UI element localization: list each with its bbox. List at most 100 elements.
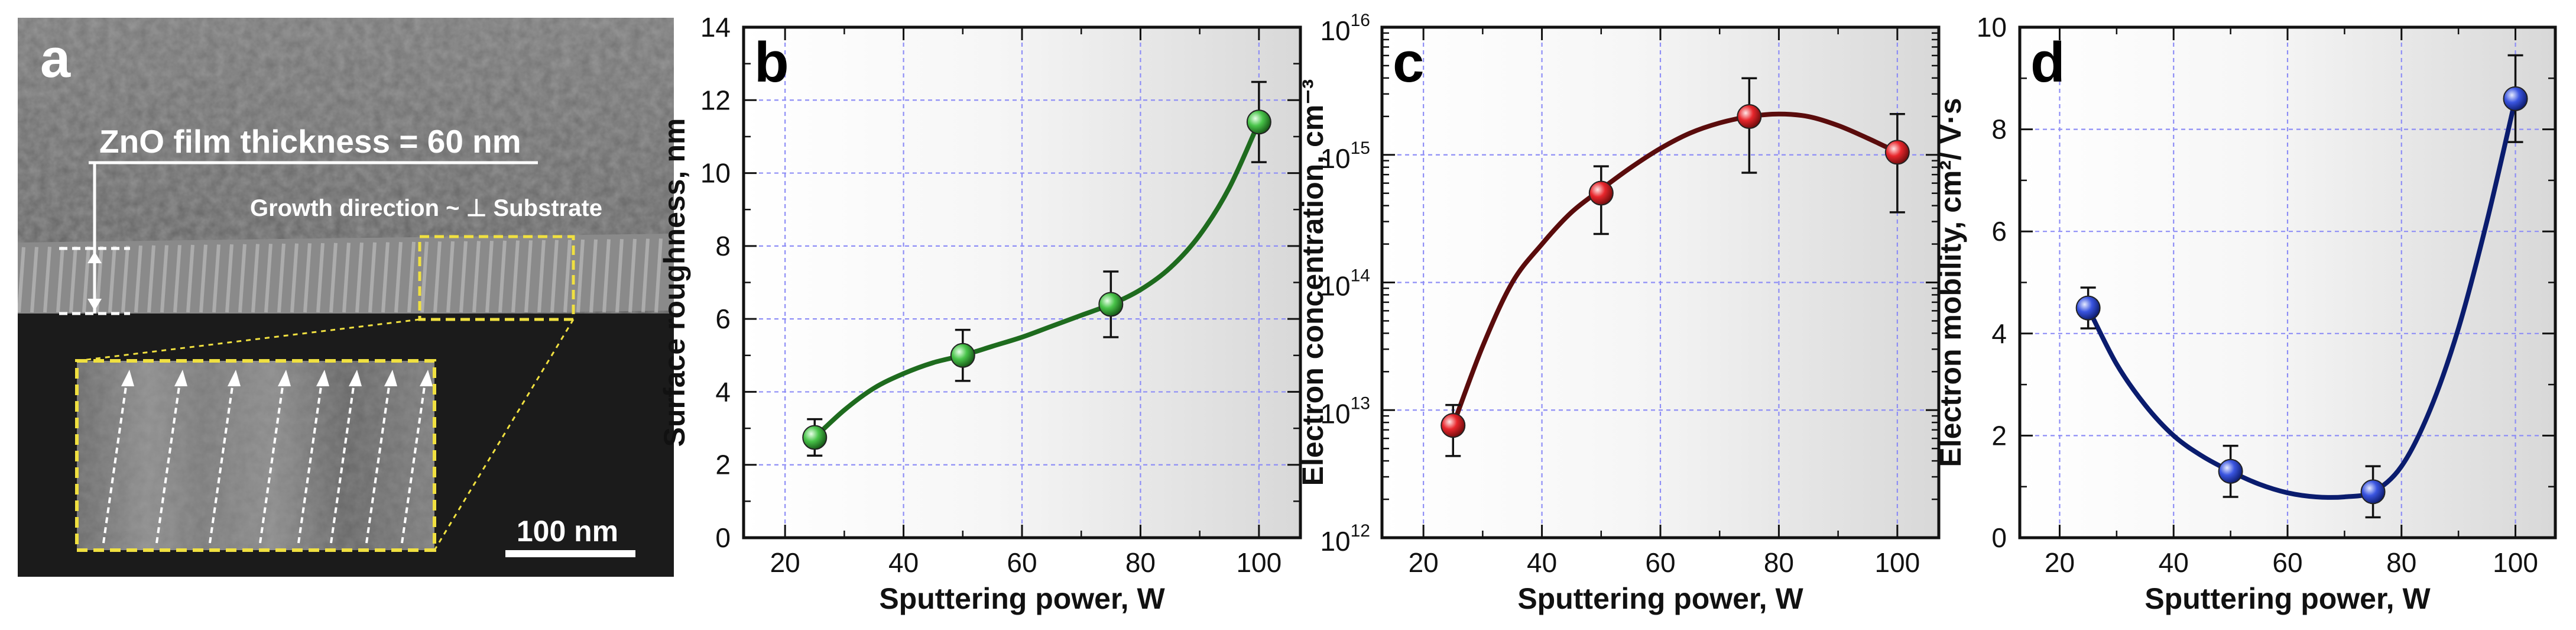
sem-column (186, 244, 194, 313)
sem-column (511, 240, 520, 313)
fit-curve (2086, 98, 2518, 500)
sem-column (160, 245, 168, 313)
sem-column (368, 242, 377, 313)
data-point (802, 425, 828, 450)
sem-column (472, 241, 481, 313)
data-point (2218, 458, 2243, 484)
sem-column (498, 240, 507, 313)
inset-arrow-head (316, 370, 329, 386)
panel-letter-b: b (754, 31, 789, 94)
sem-column (277, 243, 285, 313)
inset-arrow-line (330, 378, 356, 544)
tick-label-exponent: 15 (1351, 138, 1370, 158)
tick-label-exponent: 13 (1351, 393, 1370, 413)
fit-curve (1451, 111, 1899, 427)
inset-arrow-line (102, 378, 128, 544)
fit-curve (813, 121, 1261, 440)
sem-column (550, 240, 559, 313)
chart-panel-b: 20 40 60 80 100 0 2 4 6 8 10 12 14 b Sputtering power,… (658, 12, 1302, 615)
tick-label-base: 10 (1320, 15, 1350, 46)
sem-column (30, 247, 38, 313)
tick-label-y: 1013 (1320, 393, 1370, 429)
tick-label-y: 1016 (1320, 11, 1370, 46)
tick-label-y: 6 (715, 303, 731, 334)
sem-column (225, 244, 233, 313)
panel-letter-c: c (1393, 31, 1424, 94)
sem-column (329, 243, 338, 313)
inset-arrow-line (297, 378, 323, 544)
sem-column (199, 244, 207, 313)
tick-label-base: 10 (1320, 143, 1350, 174)
data-point (1737, 104, 1762, 130)
sem-column (238, 244, 246, 313)
y-axis-label: Electron concentration, cm⁻³ (1296, 79, 1329, 486)
sem-column (459, 241, 468, 313)
scale-bar (505, 550, 635, 557)
tick-label-x: 20 (770, 547, 800, 578)
sem-column (576, 239, 585, 313)
highlight-box (418, 235, 575, 321)
data-point (950, 343, 975, 368)
x-axis-label: Sputtering power, W (2144, 582, 2431, 615)
tick-label-y: 10 (1977, 12, 2007, 43)
inset-texture (77, 361, 434, 550)
tick-label-y: 1012 (1320, 521, 1370, 557)
zoom-line-left (76, 318, 420, 362)
inset-arrow-head (420, 370, 433, 386)
data-point (2075, 295, 2101, 321)
tick-label-x: 60 (2272, 547, 2302, 578)
data-point (1098, 292, 1124, 317)
tick-label-x: 100 (1236, 547, 1281, 578)
sem-column (589, 239, 598, 313)
tick-label-y: 4 (715, 376, 731, 407)
inset-arrow-line (259, 378, 285, 544)
sem-column (316, 243, 325, 313)
sem-column (407, 241, 416, 313)
thickness-arrow-heads (87, 251, 102, 311)
sem-column (446, 241, 455, 313)
tick-label-y: 2 (1991, 420, 2007, 451)
tick-label-y: 12 (700, 85, 731, 115)
data-point (1588, 180, 1614, 206)
tick-label-y: 1014 (1320, 266, 1370, 302)
inset-growth-arrows (102, 370, 433, 544)
panel-letter-a: a (40, 28, 71, 89)
sem-column (654, 238, 663, 313)
sem-image-panel: a ZnO film thickness = 60 nm Growth dire… (18, 18, 674, 577)
inset-arrow-head (384, 370, 397, 386)
data-point (2503, 86, 2528, 111)
inset-arrow-head (228, 370, 241, 386)
sem-column (420, 241, 429, 313)
sem-column (615, 239, 624, 313)
inset-arrow-line (401, 378, 427, 544)
sem-column (394, 242, 403, 313)
sem-column (342, 243, 351, 313)
tick-label-x: 100 (1874, 547, 1920, 578)
sem-column (433, 241, 442, 313)
tick-label-x: 40 (888, 547, 919, 578)
inset-arrow-line (365, 378, 391, 544)
sem-column (69, 246, 77, 313)
tick-label-exponent: 16 (1351, 11, 1370, 30)
sem-column (82, 246, 90, 313)
tick-label-y: 0 (1991, 522, 2007, 553)
data-point (1441, 413, 1466, 438)
sem-column (56, 246, 64, 313)
chart-panel-d: 20 40 60 80 100 0 2 4 6 8 10 d Sputtering power, W El… (1934, 12, 2557, 615)
tick-label-base: 10 (1320, 526, 1350, 557)
sem-column (212, 244, 220, 313)
sem-columns (18, 238, 663, 313)
tick-label-x: 40 (2159, 547, 2189, 578)
x-axis-label: Sputtering power, W (879, 582, 1165, 615)
sem-column (264, 244, 272, 313)
tick-label-x: 20 (2045, 547, 2075, 578)
sem-column (485, 240, 494, 313)
tick-label-x: 80 (1764, 547, 1794, 578)
tick-label-x: 20 (1409, 547, 1439, 578)
data-point (1884, 140, 1910, 165)
sem-column (641, 238, 650, 313)
thickness-label: ZnO film thickness = 60 nm (99, 123, 521, 160)
inset-arrow-head (278, 370, 291, 386)
plot-frame (1380, 25, 1941, 539)
plot-frame (2018, 25, 2557, 539)
